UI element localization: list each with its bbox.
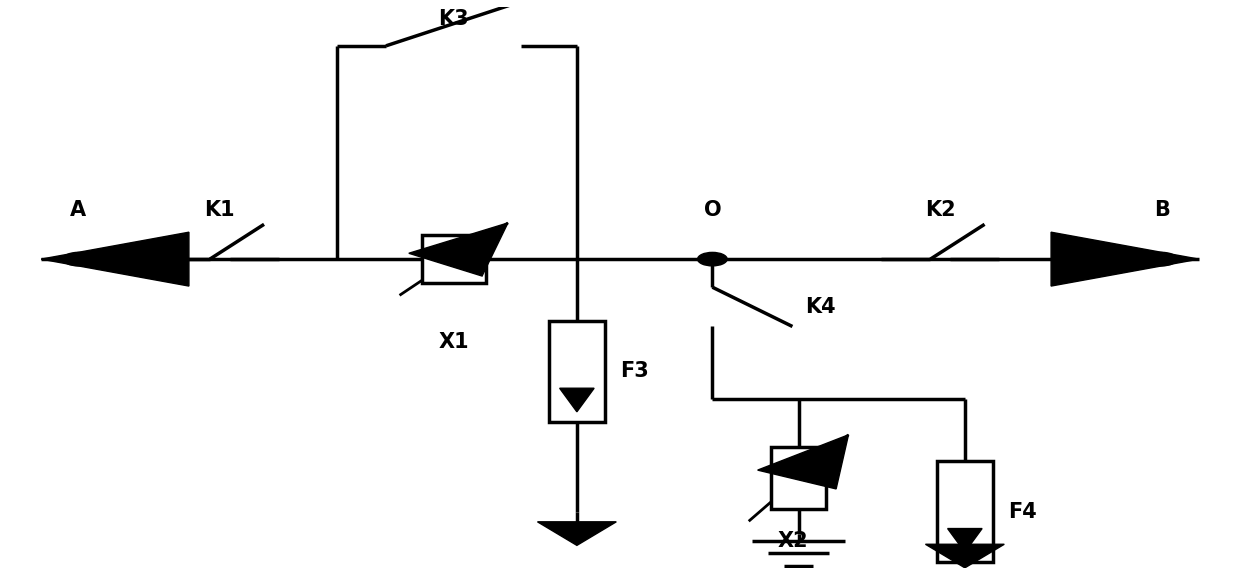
Text: F3: F3 xyxy=(620,362,649,382)
Polygon shape xyxy=(409,223,508,276)
Polygon shape xyxy=(758,435,848,489)
Circle shape xyxy=(698,252,727,266)
Bar xyxy=(937,461,992,562)
Polygon shape xyxy=(559,388,594,412)
Polygon shape xyxy=(41,232,188,286)
Polygon shape xyxy=(1052,232,1199,286)
Text: F4: F4 xyxy=(1008,502,1037,522)
Text: K4: K4 xyxy=(805,297,836,317)
Bar xyxy=(771,447,826,509)
Text: K3: K3 xyxy=(439,9,469,29)
Circle shape xyxy=(63,252,93,266)
Polygon shape xyxy=(925,545,1004,568)
Bar xyxy=(422,235,486,283)
Text: O: O xyxy=(703,200,722,220)
Text: B: B xyxy=(1154,200,1169,220)
Polygon shape xyxy=(947,529,982,552)
Text: K1: K1 xyxy=(205,200,236,220)
Text: X1: X1 xyxy=(439,332,469,352)
Text: A: A xyxy=(69,200,86,220)
Text: X2: X2 xyxy=(777,531,807,551)
Circle shape xyxy=(1147,252,1177,266)
Text: K2: K2 xyxy=(925,200,956,220)
Bar xyxy=(549,321,605,422)
Polygon shape xyxy=(537,522,616,545)
